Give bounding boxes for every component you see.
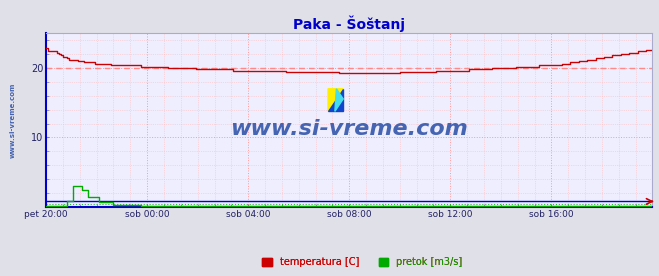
Polygon shape <box>335 89 343 111</box>
Polygon shape <box>328 89 343 111</box>
Text: www.si-vreme.com: www.si-vreme.com <box>231 119 468 139</box>
Text: www.si-vreme.com: www.si-vreme.com <box>10 82 16 158</box>
Legend: temperatura [C], pretok [m3/s]: temperatura [C], pretok [m3/s] <box>258 253 467 271</box>
Polygon shape <box>328 89 343 111</box>
Title: Paka - Šoštanj: Paka - Šoštanj <box>293 15 405 32</box>
Legend: temperatura [C], pretok [m3/s]: temperatura [C], pretok [m3/s] <box>258 253 467 271</box>
